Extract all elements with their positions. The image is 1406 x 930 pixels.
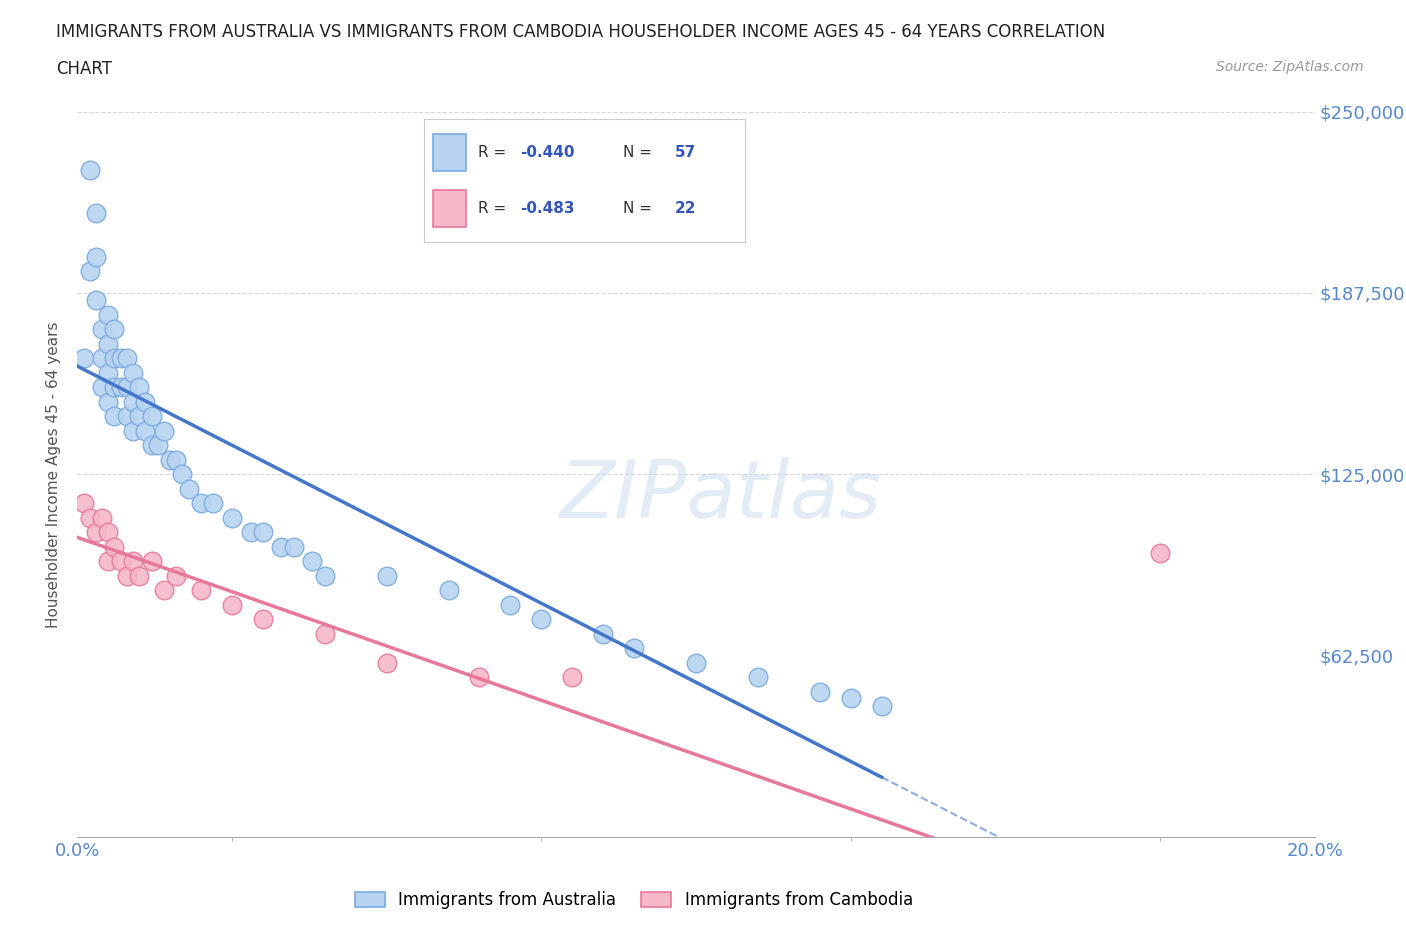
Point [221,511,243,525]
Point [110,351,132,365]
Point [115,351,138,365]
Point [115,409,138,424]
Point [252,612,274,627]
Point [79,264,101,279]
Point [177,482,200,497]
Point [128,568,150,583]
Point [115,379,138,394]
Point [72,496,94,511]
Point [437,583,460,598]
Point [375,568,398,583]
Legend: Immigrants from Australia, Immigrants from Cambodia: Immigrants from Australia, Immigrants fr… [349,884,920,916]
Point [97,394,120,409]
Point [84,293,107,308]
Point [747,670,769,684]
Point [172,467,194,482]
Point [122,423,145,438]
Point [314,568,336,583]
Point [79,162,101,177]
Point [561,670,583,684]
Point [623,641,645,656]
Point [190,583,212,598]
Point [592,627,614,642]
Point [97,365,120,380]
Point [103,379,125,394]
Text: CHART: CHART [56,60,112,78]
Point [530,612,553,627]
Point [141,409,163,424]
Point [146,438,169,453]
Point [499,597,522,612]
Point [134,423,156,438]
Point [97,337,120,352]
Y-axis label: Householder Income Ages 45 - 64 years: Householder Income Ages 45 - 64 years [46,321,62,628]
Point [91,322,114,337]
Point [91,511,114,525]
Point [270,539,292,554]
Point [91,379,114,394]
Point [301,554,323,569]
Point [165,452,187,467]
Point [314,627,336,642]
Point [110,554,132,569]
Point [97,554,120,569]
Point [128,379,150,394]
Point [283,539,305,554]
Point [202,496,225,511]
Point [110,379,132,394]
Text: ZIPatlas: ZIPatlas [560,457,882,535]
Point [159,452,181,467]
Point [84,249,107,264]
Point [91,351,114,365]
Point [870,699,893,714]
Point [468,670,491,684]
Point [115,568,138,583]
Point [103,539,125,554]
Point [122,554,145,569]
Point [122,394,145,409]
Point [79,511,101,525]
Point [97,525,120,539]
Point [221,597,243,612]
Point [1149,545,1171,560]
Point [134,394,156,409]
Point [839,690,862,705]
Point [97,307,120,322]
Point [103,322,125,337]
Point [153,583,176,598]
Point [72,351,94,365]
Point [84,206,107,220]
Point [808,684,831,699]
Point [122,365,145,380]
Point [165,568,187,583]
Text: IMMIGRANTS FROM AUSTRALIA VS IMMIGRANTS FROM CAMBODIA HOUSEHOLDER INCOME AGES 45: IMMIGRANTS FROM AUSTRALIA VS IMMIGRANTS … [56,23,1105,41]
Point [153,423,176,438]
Point [84,525,107,539]
Point [103,409,125,424]
Point [103,351,125,365]
Point [252,525,274,539]
Point [375,656,398,671]
Point [685,656,707,671]
Text: Source: ZipAtlas.com: Source: ZipAtlas.com [1216,60,1364,74]
Point [141,438,163,453]
Point [141,554,163,569]
Point [239,525,262,539]
Point [128,409,150,424]
Point [190,496,212,511]
